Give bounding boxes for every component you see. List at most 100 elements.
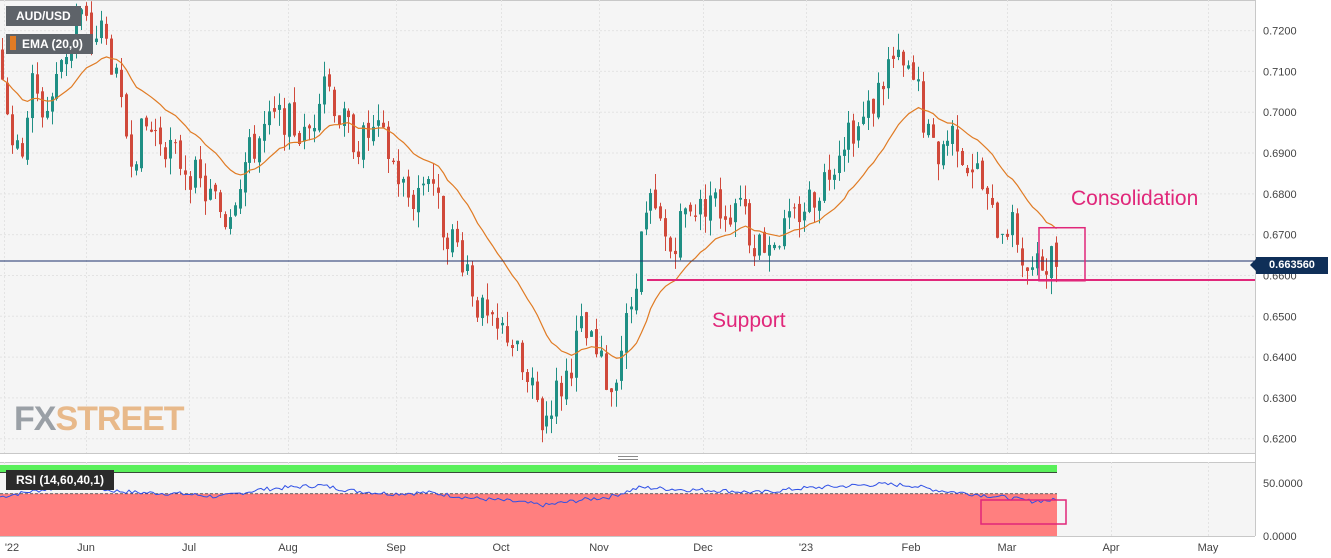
candle-body: [432, 179, 435, 184]
candle-body: [80, 9, 83, 15]
x-tick-label: '22: [5, 542, 19, 554]
candle-body: [808, 189, 811, 212]
candle-body: [253, 133, 256, 159]
candle-body: [323, 76, 326, 105]
candle-body: [239, 189, 242, 209]
candle-body: [739, 197, 742, 200]
candle-body: [367, 122, 370, 138]
candle-body: [570, 372, 573, 379]
support-annotation: Support: [712, 309, 786, 332]
candle-body: [244, 162, 247, 193]
candle-body: [427, 178, 430, 185]
candle-body: [932, 124, 935, 138]
candle-body: [352, 114, 355, 153]
candle-body: [555, 380, 558, 417]
rsi-neutral-zone: [0, 472, 1057, 494]
candle-body: [125, 94, 128, 137]
candle-body: [937, 141, 940, 165]
candle-body: [85, 5, 88, 16]
candle-body: [971, 169, 974, 173]
candle-body: [506, 326, 509, 343]
candle-body: [719, 189, 722, 219]
candle-body: [283, 108, 286, 135]
candle-body: [209, 188, 212, 200]
candle-body: [753, 248, 756, 257]
candle-body: [788, 211, 791, 218]
candle-body: [946, 140, 949, 146]
candle-body: [734, 203, 737, 223]
watermark-street: STREET: [55, 400, 184, 438]
candle-body: [922, 81, 925, 133]
y-tick-label: 0.6800: [1263, 189, 1297, 201]
candle-body: [140, 118, 143, 169]
candle-body: [476, 300, 479, 318]
candle-body: [1, 49, 4, 80]
rsi-y-tick-label: 50.0000: [1263, 478, 1303, 490]
candle-body: [145, 117, 148, 127]
candle-body: [115, 67, 118, 74]
candle-body: [288, 103, 291, 137]
candle-body: [65, 57, 68, 65]
candle-body: [169, 139, 172, 159]
candle-body: [912, 62, 915, 80]
candle-body: [298, 133, 301, 145]
ema-legend: EMA (20,0): [6, 34, 93, 54]
overlay-layer: [0, 56, 1255, 525]
y-tick-label: 0.7000: [1263, 107, 1297, 119]
candle-body: [714, 192, 717, 199]
candle-body: [417, 187, 420, 213]
candle-body: [60, 60, 63, 72]
candle-body: [268, 111, 271, 126]
candle-body: [347, 110, 350, 118]
y-tick-label: 0.6400: [1263, 352, 1297, 364]
candle-body: [303, 126, 306, 142]
y-tick-label: 0.7100: [1263, 66, 1297, 78]
candle-body: [451, 229, 454, 253]
candle-body: [942, 144, 945, 166]
candle-body: [1045, 271, 1048, 275]
candle-body: [164, 147, 167, 160]
candle-body: [328, 74, 331, 87]
candle-body: [174, 142, 177, 144]
candle-body: [976, 163, 979, 169]
candle-body: [917, 79, 920, 82]
candle-body: [26, 117, 29, 160]
candle-body: [437, 187, 440, 193]
candle-body: [951, 125, 954, 144]
candle-body: [90, 12, 93, 42]
ema-swatch: [10, 36, 16, 50]
candle-body: [986, 187, 989, 194]
candle-body: [75, 16, 78, 52]
candle-body: [620, 350, 623, 381]
candle-body: [293, 102, 296, 136]
candle-body: [833, 174, 836, 180]
candle-body: [263, 123, 266, 141]
candle-body: [258, 138, 261, 163]
candle-body: [402, 178, 405, 183]
panel-resize-handle[interactable]: [618, 456, 638, 460]
candle-body: [387, 126, 390, 159]
x-tick-label: Mar: [998, 542, 1017, 554]
candle-body: [575, 330, 578, 378]
x-tick-label: Jul: [182, 542, 196, 554]
axes-labels: '22 Jun Jul Aug Sep Oct Nov Dec '23 Feb Mar Apr May 0…: [5, 26, 1303, 554]
candle-body: [605, 353, 608, 390]
candle-body: [654, 189, 657, 209]
candle-body: [481, 297, 484, 319]
consolidation-box: [1038, 226, 1086, 282]
candle-body: [956, 129, 959, 152]
candle-body: [1011, 212, 1014, 236]
candle-body: [892, 55, 895, 59]
candle-body: [981, 160, 984, 190]
candle-body: [744, 199, 747, 207]
candle-body: [422, 183, 425, 186]
candle-body: [1031, 267, 1034, 270]
y-tick-label: 0.6700: [1263, 230, 1297, 242]
x-tick-label: Oct: [492, 542, 509, 554]
candle-body: [95, 38, 98, 43]
candle-body: [51, 96, 54, 112]
candle-body: [996, 202, 999, 238]
candle-body: [382, 122, 385, 128]
rsi-line: [0, 481, 1057, 508]
